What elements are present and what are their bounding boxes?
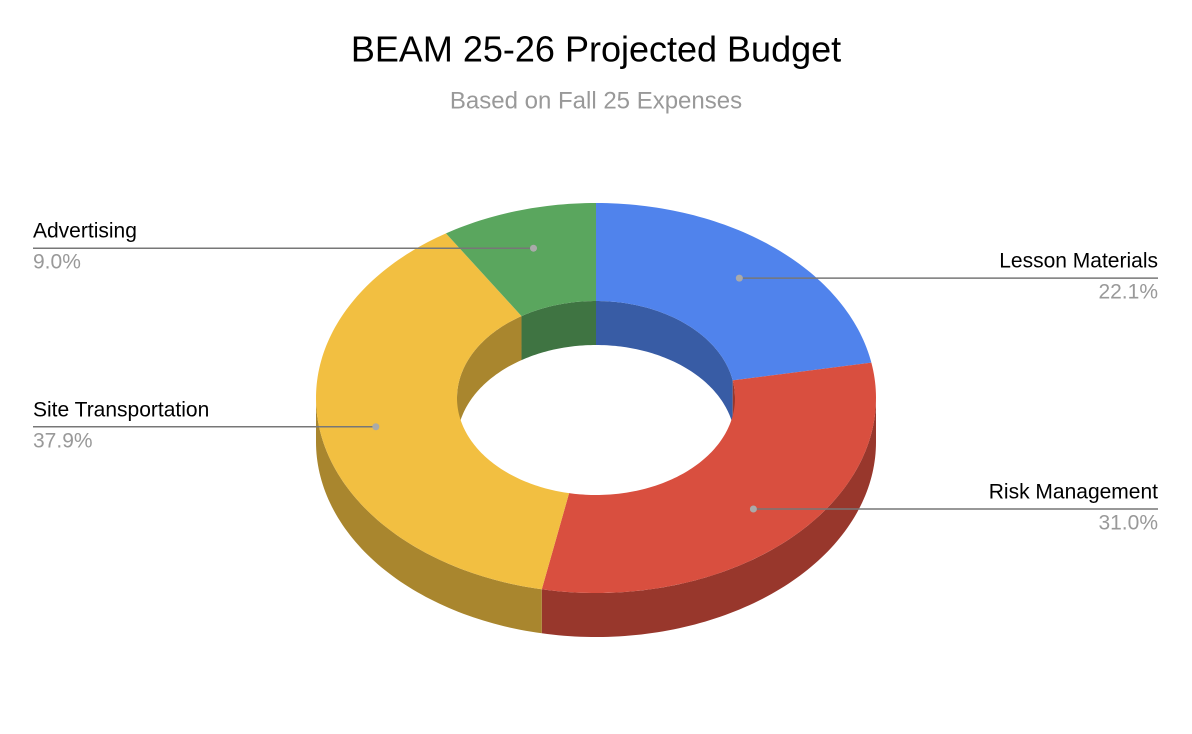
- slice-inner-wall: [457, 316, 522, 442]
- slice-inner-wall: [521, 301, 596, 361]
- slice: [316, 233, 570, 590]
- leader-dot: [735, 274, 743, 282]
- slice: [541, 362, 876, 593]
- slice-value-label: 9.0%: [33, 251, 81, 274]
- chart-subtitle: Based on Fall 25 Expenses: [450, 87, 742, 114]
- slice-side: [541, 398, 876, 637]
- slice-inner-wall: [596, 301, 733, 425]
- slice-label: Risk Management: [989, 481, 1158, 504]
- leader-dot: [530, 244, 538, 252]
- slice-label: Site Transportation: [33, 398, 209, 421]
- slice: [596, 203, 872, 381]
- slice-value-label: 22.1%: [1098, 281, 1158, 304]
- slice-label: Advertising: [33, 220, 137, 243]
- slice-side: [316, 398, 542, 634]
- leader-dot: [372, 423, 380, 431]
- slice-value-label: 37.9%: [33, 429, 93, 452]
- slice-label: Lesson Materials: [999, 250, 1158, 273]
- chart-title: BEAM 25-26 Projected Budget: [351, 29, 841, 70]
- leader-dot: [749, 505, 757, 513]
- slice: [445, 203, 596, 317]
- slice-value-label: 31.0%: [1098, 512, 1158, 535]
